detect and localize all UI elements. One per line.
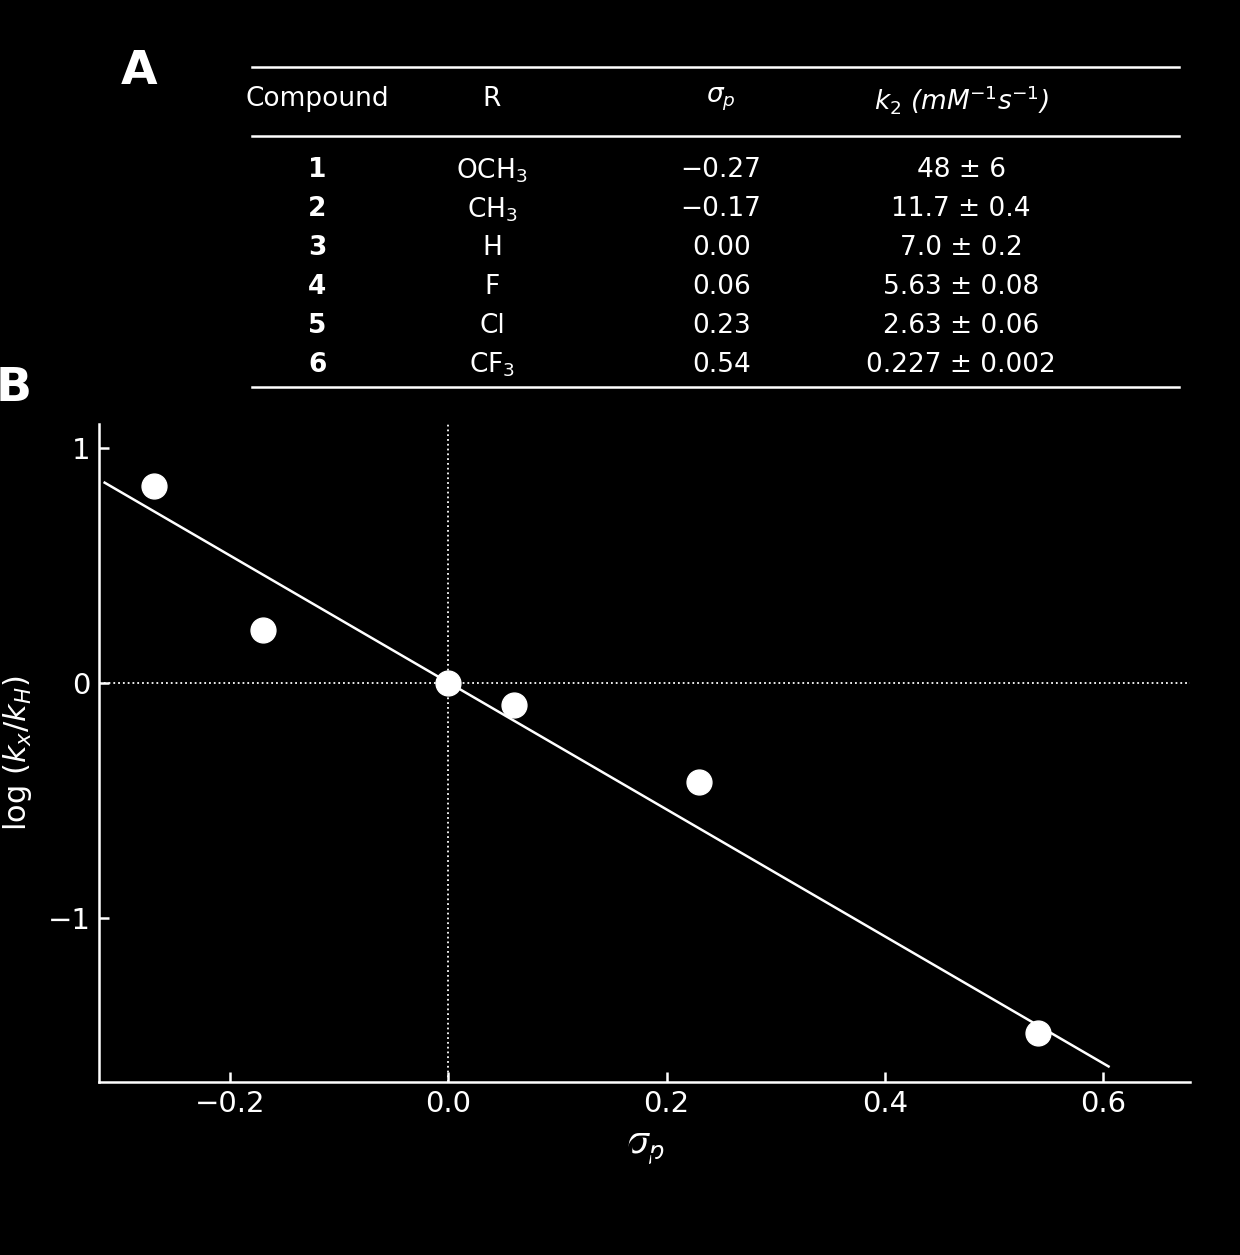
Text: B: B <box>0 366 32 410</box>
Text: CH$_3$: CH$_3$ <box>466 195 517 223</box>
Point <box>1028 1023 1048 1043</box>
Point <box>439 673 459 693</box>
Text: 2.63 ± 0.06: 2.63 ± 0.06 <box>883 312 1039 339</box>
Text: CF$_3$: CF$_3$ <box>469 350 515 379</box>
Point <box>503 695 523 715</box>
Text: 7.0 ± 0.2: 7.0 ± 0.2 <box>900 235 1023 261</box>
Text: A: A <box>122 49 157 94</box>
Point <box>689 772 709 792</box>
Text: 4: 4 <box>309 274 326 300</box>
Text: 0.06: 0.06 <box>692 274 750 300</box>
Text: 0.54: 0.54 <box>692 351 750 378</box>
Text: $k_2$ (mM$^{-1}$s$^{-1}$): $k_2$ (mM$^{-1}$s$^{-1}$) <box>874 83 1049 115</box>
Y-axis label: log ($k_x$/$k_H$): log ($k_x$/$k_H$) <box>1 675 33 831</box>
Text: H: H <box>482 235 502 261</box>
Text: 5: 5 <box>309 312 326 339</box>
Text: OCH$_3$: OCH$_3$ <box>456 156 528 184</box>
Text: $\sigma_p$: $\sigma_p$ <box>707 85 737 113</box>
Text: 5.63 ± 0.08: 5.63 ± 0.08 <box>883 274 1039 300</box>
Text: 48 ± 6: 48 ± 6 <box>916 157 1006 183</box>
Text: 11.7 ± 0.4: 11.7 ± 0.4 <box>892 196 1030 222</box>
Point <box>144 476 164 496</box>
Text: FIG. 2: FIG. 2 <box>580 1135 709 1176</box>
Text: 0.227 ± 0.002: 0.227 ± 0.002 <box>867 351 1056 378</box>
Text: 1: 1 <box>309 157 326 183</box>
Text: 2: 2 <box>309 196 326 222</box>
Text: 0.00: 0.00 <box>692 235 750 261</box>
Text: Compound: Compound <box>246 87 389 113</box>
Text: R: R <box>482 87 501 113</box>
X-axis label: $\sigma_p$: $\sigma_p$ <box>626 1132 663 1167</box>
Text: 3: 3 <box>309 235 326 261</box>
Text: −0.17: −0.17 <box>681 196 761 222</box>
Text: F: F <box>485 274 500 300</box>
Text: 6: 6 <box>309 351 326 378</box>
Text: Cl: Cl <box>479 312 505 339</box>
Point <box>253 620 273 640</box>
Text: −0.27: −0.27 <box>681 157 761 183</box>
Text: 0.23: 0.23 <box>692 312 750 339</box>
